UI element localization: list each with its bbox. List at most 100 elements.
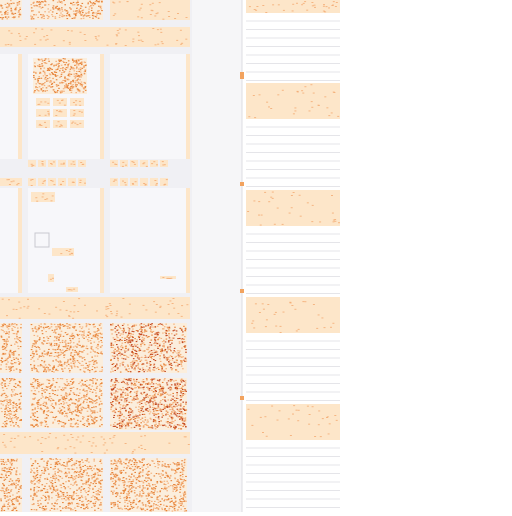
tile-r3c2-speck [137,365,139,366]
tile-r5c2-speck [154,484,156,485]
tile-r4c1-speck [69,412,71,413]
tile-r5c1-speck [64,473,66,474]
tile-r5c1-speck [74,463,76,464]
tile-r4c2-speck [111,406,113,407]
toolbar-chip [38,178,46,186]
tile-r4c1-speck [30,384,32,385]
band-row2-mark [48,314,50,315]
toolbar-chip-mark [60,164,62,165]
tile-r3c1-speck [74,354,76,355]
page-a1-figure-speck [37,87,39,88]
tile-r3c2-speck [134,361,136,362]
tile-r4c2-speck [172,396,174,397]
tile-r5c1-speck [62,508,64,509]
tile-r0c2-mark [119,2,121,3]
tile-r4c1-speck [76,415,78,416]
tile-r3c1-speck [52,368,54,369]
tile-r4c2-speck [185,390,187,391]
tile-r5c1-speck [81,480,83,481]
band-row3-mark [103,445,105,446]
page-a1-figure-speck [70,87,72,88]
tile-r5c2-speck [142,458,144,459]
tile-r4c2-speck [158,419,160,420]
tile-r5c1-speck [88,484,90,485]
tile-r4c1-speck [100,419,102,420]
band-row1-mark [47,39,49,40]
tile-r3c2-speck [122,334,124,335]
tile-r5c1-speck [30,496,32,497]
page-b1-note-mark [60,253,62,254]
tile-r5c1-speck [54,503,56,504]
tile-r4c2-speck [173,421,175,422]
tile-r3c1-speck [70,346,72,347]
tile-r4c1-speck [74,394,76,395]
tile-r5c1-speck [62,478,64,479]
tile-r4c1-speck [51,403,53,404]
tile-r4c1-speck [97,412,99,413]
page-a1-figure-speck [56,79,58,80]
tile-r4c1-speck [47,411,49,412]
tile-r4c1-speck [53,408,55,409]
tile-r5c2-speck [126,478,128,479]
tile-r5c2-speck [115,461,117,462]
tile-r5c1-speck [30,489,32,490]
tile-r5c2-speck [135,488,137,489]
tile-r5c1-speck [80,469,82,470]
tile-r5c1-speck [67,465,69,466]
tile-r3c1-speck [58,347,60,348]
tile-r5c0-speck [5,475,7,476]
tile-r4c1-speck [86,386,88,387]
tile-r4c2-speck [166,422,168,423]
tile-r5c0-speck [11,461,13,462]
tile-r5c1-speck [69,461,71,462]
tile-r4c1-speck [36,424,38,425]
tile-r3c2-speck [163,346,165,347]
tile-r3c1-speck [59,360,61,361]
tile-r0c1-speck [98,6,100,7]
tile-r3c2-speck [169,364,171,365]
tile-r3c2-speck [167,359,169,360]
tile-r3c2-speck [113,345,115,346]
tile-r3c2-speck [116,365,118,366]
tile-r3c1-speck [55,370,57,371]
tile-r3c2-speck [166,351,168,352]
tile-r3c0-speck [2,361,4,362]
tile-r4c2-speck [117,391,119,392]
tile-r5c1-speck [97,493,99,494]
tile-r3c1-speck [71,367,73,368]
tile-r5c2-speck [172,507,174,508]
tile-r3c1-speck [42,333,44,334]
tile-r3c2-speck [141,327,143,328]
tile-r5c2-speck [123,485,125,486]
tile-r4c0-speck [6,388,8,389]
tile-r5c2-speck [128,462,130,463]
tile-r0c1-speck [47,18,49,19]
page-a1-figure-speck [76,84,78,85]
tile-r4c1-speck [85,381,87,382]
tile-r4c1-speck [50,386,52,387]
band-row2-mark [168,314,170,315]
tile-r4c1-speck [87,421,89,422]
tile-r4c2-speck [119,417,121,418]
page-a1-table-cell-mark [79,101,81,102]
tile-r3c0-speck [18,348,20,349]
tile-r4c2-speck [171,414,173,415]
tile-r5c1-speck [91,475,93,476]
tile-r4c1-speck [41,384,43,385]
tile-r4c2-speck [169,406,171,407]
tile-r3c2-speck [116,364,118,365]
tile-r5c2-speck [150,509,152,510]
page-a1-figure-speck [53,65,55,66]
tile-r4c0-speck [2,401,4,402]
page-a1-figure-speck [59,61,61,62]
tile-r4c2-speck [156,410,158,411]
tile-r4c2-speck [126,422,128,423]
tile-r3c2-speck [117,369,119,370]
band-row1-mark [161,41,163,42]
tile-r4c2-speck [125,428,127,429]
tile-r4c2-speck [111,407,113,408]
tile-r4c2-speck [128,413,130,414]
tile-r5c2-speck [112,478,114,479]
tile-r4c2-speck [111,380,113,381]
tile-r3c2-speck [179,351,181,352]
